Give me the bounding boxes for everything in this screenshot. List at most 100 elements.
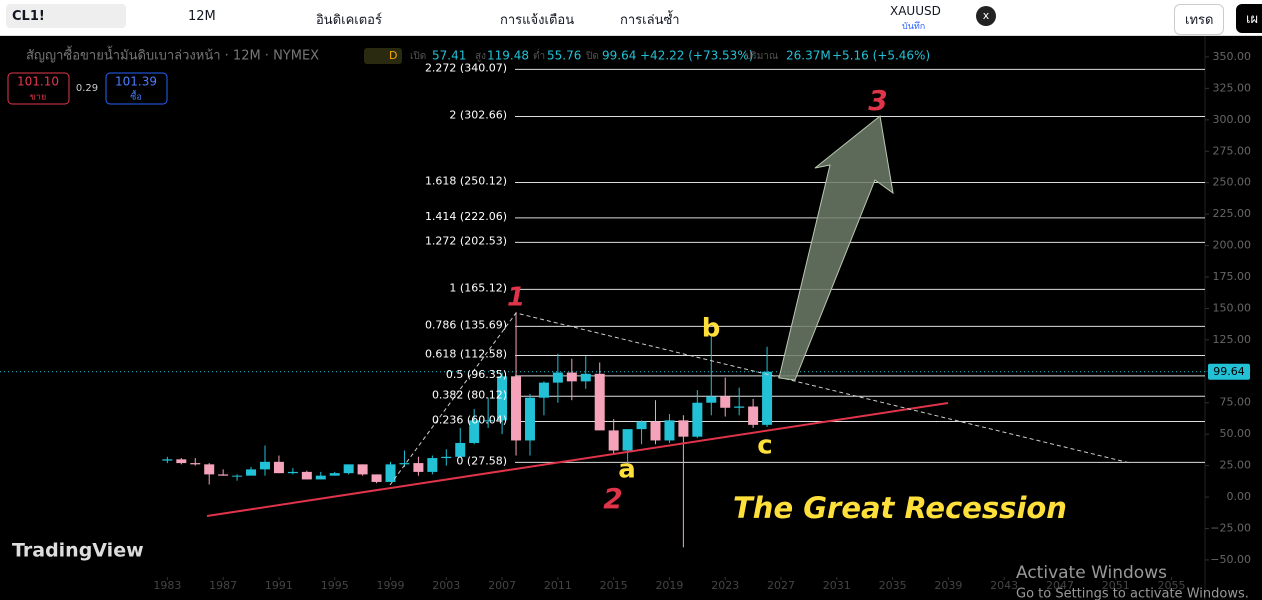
l-label: ต่ำ [533,48,545,62]
layout-name[interactable]: XAUUSD [890,4,941,18]
x-tick-label: 2039 [934,579,962,592]
fib-label: 0.5 (96.35) [446,368,507,381]
candle-body [524,397,535,441]
trade-button[interactable]: เทรด [1174,4,1225,35]
candle-body [259,461,270,470]
x-tick-label: 2015 [600,579,628,592]
y-tick-label: 325.00 [1213,81,1252,94]
buy-box[interactable] [105,72,168,105]
fib-label: 1.272 (202.53) [425,234,507,247]
interval[interactable]: 12M [188,9,216,24]
y-tick-label: 300.00 [1213,113,1252,126]
candle-body [538,382,549,398]
candle-body [497,376,508,421]
close-button[interactable]: x [976,6,996,26]
x-tick-label: 2043 [990,579,1018,592]
fib-label: 0 (27.58) [456,454,507,467]
sell[interactable]: ขาย [30,93,46,103]
candle-body [678,420,689,437]
buy-price[interactable]: 101.39 [115,75,157,89]
y-tick-label: −50.00 [1210,553,1251,566]
vol-change: +5.16 (+5.46%) [832,49,930,63]
x-tick-label: 2011 [544,579,572,592]
y-tick-label: −25.00 [1210,521,1251,534]
buy[interactable]: ซื้อ [130,90,142,103]
x-tick-label: 1983 [153,579,181,592]
candle-body [427,458,438,472]
y-tick-label: 75.00 [1220,396,1252,409]
x-tick-label: 2003 [432,579,460,592]
y-tick-label: 125.00 [1213,333,1252,346]
candle-body [664,420,675,441]
symbol-box[interactable] [6,4,126,28]
win-2: Go to Settings to activate Windows. [1016,587,1249,600]
candle-body [218,474,229,476]
indicators[interactable]: อินดิเคเตอร์ [316,13,382,28]
y-tick-label: 50.00 [1220,427,1252,440]
candle-body [287,471,298,474]
x-tick-label: 1987 [209,579,237,592]
candle-body [483,420,494,422]
candle-body [413,463,424,472]
candle-body [176,459,187,464]
x-tick-label: 1999 [377,579,405,592]
badge-box [364,48,402,64]
fib-label: 2.272 (340.07) [425,61,507,74]
toolbar: CL1! 12M อินดิเคเตอร์ การแจ้งเตือน การเล… [0,0,1262,36]
candle-body [343,464,354,474]
fib-label: 0.236 (60.04) [432,414,507,427]
logo: TradingView [12,540,144,562]
x-tick-label: 2047 [1046,579,1074,592]
vol-label: ปริมาณ [745,51,778,62]
price-axis [1205,36,1262,600]
o-label: เปิด [410,51,426,62]
fib-label: 2 (302.66) [449,108,507,121]
support-line [206,402,949,517]
y-tick-label: 150.00 [1213,301,1252,314]
y-tick-label: 200.00 [1213,239,1252,252]
candle-body [385,464,396,482]
sell-box[interactable] [7,72,70,105]
y-tick-label: 250.00 [1213,176,1252,189]
candle-body [315,475,326,480]
arrow [778,115,894,381]
y-tick-label: 175.00 [1213,270,1252,283]
fib-label: 0.382 (80.12) [432,388,507,401]
x-tick-label: 2023 [711,579,739,592]
x-tick-label: 2027 [767,579,795,592]
candle-body [232,475,243,477]
sell-price[interactable]: 101.10 [17,75,59,89]
candle-body [720,396,731,408]
h-value: 119.48 [487,49,529,63]
y-tick-label: 0.00 [1227,490,1252,503]
wave-1: 1 [507,283,525,313]
candle-body [371,474,382,482]
spread: 0.29 [76,83,98,94]
o-value: 57.41 [432,49,466,63]
fib-label: 0.786 (135.69) [425,318,507,331]
symbol[interactable]: CL1! [12,9,45,24]
publish-button[interactable]: เผ [1236,4,1262,33]
dashed-line [389,312,1131,486]
wave-2: 2 [603,482,622,515]
h-label: สูง [475,51,486,62]
price-tag-label: 99.64 [1213,365,1245,378]
candle-body [246,469,257,476]
candle-body [469,420,480,443]
candle-body [552,372,563,383]
layout-sub: บันทึก [902,22,926,32]
note: The Great Recession [733,491,1067,525]
candle-body [162,459,173,461]
candle-body [594,373,605,431]
fib-label: 0.618 (112.58) [425,347,507,360]
replay[interactable]: การเล่นซ้ำ [620,13,680,28]
legend-title: สัญญาซื้อขายน้ำมันดิบเบาล่วงหน้า · 12M ·… [26,46,319,64]
candle-body [273,461,284,474]
l-value: 55.76 [547,49,581,63]
candle-body [455,442,466,457]
x-tick-label: 2035 [879,579,907,592]
alerts[interactable]: การแจ้งเตือน [500,13,575,28]
candle-body [608,430,619,451]
